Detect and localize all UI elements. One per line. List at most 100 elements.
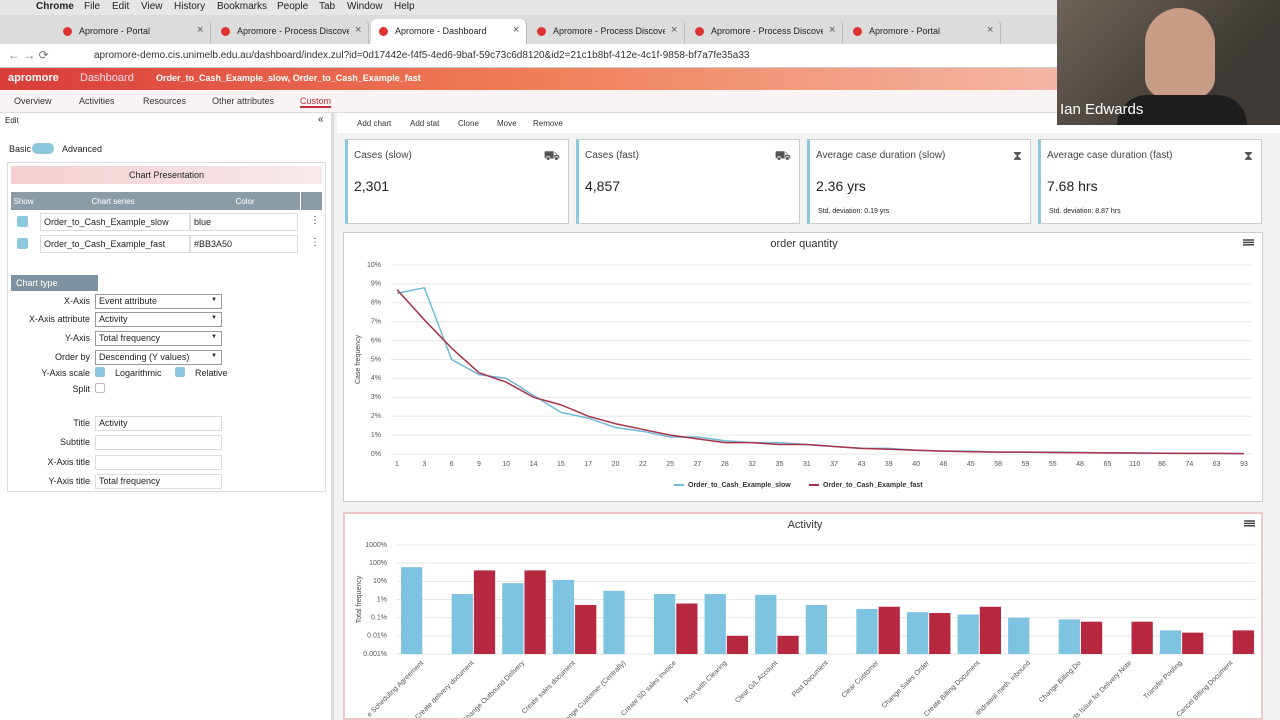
nav-tab[interactable]: Overview xyxy=(14,96,52,106)
checkbox[interactable] xyxy=(95,367,105,377)
field-value: Activity xyxy=(99,418,128,428)
menu-item[interactable]: View xyxy=(141,1,163,12)
x-tick-label: e Scheduling Agreement xyxy=(366,660,425,718)
stat-card: Average case duration (slow) 2.36 yrs Std.… xyxy=(807,139,1031,224)
tab-close: × xyxy=(671,24,678,36)
color-select[interactable]: blue xyxy=(190,213,298,231)
menu-item[interactable]: Tab xyxy=(319,1,336,12)
x-tick-label: Transfer Posting xyxy=(1143,660,1184,701)
tab[interactable]: Apromore - Portal × xyxy=(845,19,1001,44)
menu-item[interactable]: File xyxy=(84,1,101,12)
x-tick-label: ithdrawal meth. inbound xyxy=(975,660,1033,718)
text-input[interactable] xyxy=(95,435,222,450)
x-tick-label: 15 xyxy=(557,461,565,468)
bar xyxy=(777,635,799,654)
bar xyxy=(957,614,979,654)
x-tick-label: 48 xyxy=(1076,461,1084,468)
tab-title: Apromore - Portal xyxy=(869,26,941,36)
field-label: Y-Axis title xyxy=(48,476,90,486)
y-tick-label: 0.01% xyxy=(367,633,387,640)
select[interactable]: Descending (Y values) ▼ xyxy=(95,350,222,365)
x-tick-label: 22 xyxy=(639,461,647,468)
x-tick-label: 40 xyxy=(912,461,920,468)
nav-tab[interactable]: Custom xyxy=(300,96,332,108)
nav-tab[interactable]: Resources xyxy=(143,96,187,106)
x-tick-label: ds Issue for Delivery Note xyxy=(1072,660,1134,718)
toolbar-button[interactable]: Clone xyxy=(458,119,479,128)
select[interactable]: Total frequency ▼ xyxy=(95,331,222,346)
stat-icon: ⧗ xyxy=(1012,148,1022,163)
row-menu[interactable]: ⋮ xyxy=(310,237,320,248)
nav-buttons[interactable]: ← → ⟳ xyxy=(8,48,49,62)
stat-note: Std. deviation: 0.19 yrs xyxy=(818,208,890,215)
bar xyxy=(575,604,597,654)
bar xyxy=(755,594,777,654)
menu-item[interactable]: Bookmarks xyxy=(217,1,268,12)
stat-note: Std. deviation: 8.87 hrs xyxy=(1049,208,1121,215)
tab-close: × xyxy=(513,24,520,36)
checkbox[interactable] xyxy=(95,383,105,393)
stat-value: 4,857 xyxy=(585,178,621,194)
x-tick-label: 59 xyxy=(1022,461,1030,468)
field-value: Descending (Y values) xyxy=(99,352,190,362)
toggle[interactable] xyxy=(32,143,54,154)
show-checkbox[interactable] xyxy=(17,238,28,249)
x-tick-label: 14 xyxy=(530,461,538,468)
x-tick-label: Post Document xyxy=(791,660,830,699)
toolbar-button[interactable]: Move xyxy=(497,119,517,128)
bar xyxy=(524,570,546,654)
text-input[interactable]: Total frequency xyxy=(95,474,222,489)
text-input[interactable] xyxy=(95,455,222,470)
chart-type-button[interactable]: Chart type xyxy=(11,275,98,291)
bar xyxy=(1008,617,1030,654)
menu-item[interactable]: Help xyxy=(394,1,415,12)
tab-close: × xyxy=(355,24,362,36)
bar xyxy=(878,606,900,654)
row-menu[interactable]: ⋮ xyxy=(310,215,320,226)
collapse[interactable]: « xyxy=(318,114,324,125)
stat-icon: ⛟ xyxy=(543,148,560,163)
menu-item[interactable]: People xyxy=(277,1,309,12)
bar xyxy=(1182,632,1204,654)
tab[interactable]: Apromore - Dashboard × xyxy=(371,19,527,44)
select[interactable]: Event attribute ▼ xyxy=(95,294,222,309)
x-tick-label: 31 xyxy=(803,461,811,468)
table-header: Show xyxy=(11,192,36,210)
text-input[interactable]: Activity xyxy=(95,416,222,431)
tab[interactable]: Apromore - Process Discovere × xyxy=(687,19,843,44)
color-select[interactable]: #BB3A50 xyxy=(190,235,298,253)
y-tick-label: 10% xyxy=(373,578,387,585)
menu-item[interactable]: Chrome xyxy=(36,1,74,12)
select-arrow: ▼ xyxy=(211,315,217,321)
chart-title: order quantity xyxy=(770,238,838,250)
y-axis-title: Case frequency xyxy=(355,334,362,384)
select-arrow: ▼ xyxy=(211,353,217,359)
toolbar-button[interactable]: Add chart xyxy=(357,119,392,128)
tab[interactable]: Apromore - Portal × xyxy=(55,19,211,44)
select-arrow: ▼ xyxy=(211,297,217,303)
menu-item[interactable]: History xyxy=(174,1,206,12)
url[interactable]: apromore-demo.cis.unimelb.edu.au/dashboa… xyxy=(94,50,750,61)
y-tick-label: 1% xyxy=(371,432,381,439)
series-name: Order_to_Cash_Example_fast xyxy=(40,235,190,253)
select[interactable]: Activity ▼ xyxy=(95,312,222,327)
menu-item[interactable]: Edit xyxy=(112,1,130,12)
tab[interactable]: Apromore - Process Discovere × xyxy=(529,19,685,44)
x-tick-label: Create SD sales invoice xyxy=(620,660,678,718)
y-tick-label: 10% xyxy=(367,262,381,269)
checkbox[interactable] xyxy=(175,367,185,377)
bar xyxy=(401,567,423,654)
nav-tab[interactable]: Other attributes xyxy=(212,96,275,106)
tab[interactable]: Apromore - Process Discovere × xyxy=(213,19,369,44)
person xyxy=(1145,8,1215,98)
toolbar-button[interactable]: Add stat xyxy=(410,119,440,128)
x-tick-label: 1 xyxy=(395,461,399,468)
show-checkbox[interactable] xyxy=(17,216,28,227)
menu-item[interactable]: Window xyxy=(347,1,383,12)
bar xyxy=(451,594,473,654)
nav-tab[interactable]: Activities xyxy=(79,96,115,106)
toolbar-button[interactable]: Remove xyxy=(533,119,563,128)
x-tick-label: Create delivery document xyxy=(414,660,475,718)
x-tick-label: 6 xyxy=(450,461,454,468)
